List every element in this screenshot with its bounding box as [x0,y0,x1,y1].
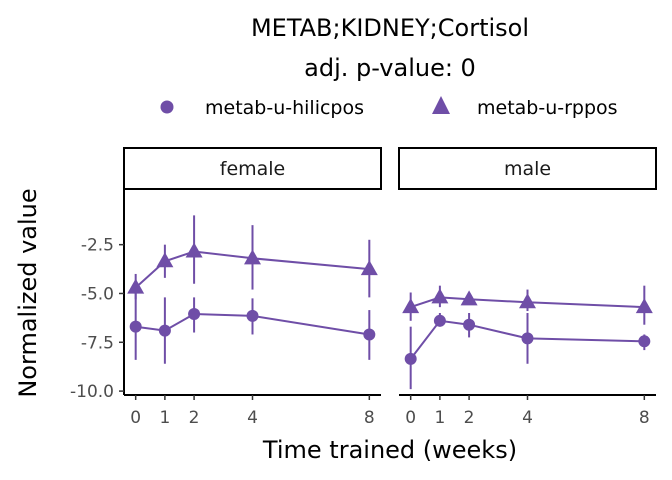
data-point [127,278,145,294]
x-tick-label: 1 [159,408,170,428]
x-tick-label: 4 [522,408,533,428]
legend-label-hilicpos: metab-u-hilicpos [205,97,364,119]
data-point [433,314,446,327]
y-tick-label: -7.5 [81,333,114,353]
y-tick-label: -5.0 [81,284,114,304]
x-tick-label: 1 [434,408,445,428]
data-point [519,293,536,309]
series-male-metab-u-hilicpos [404,313,651,390]
y-tick-label: -2.5 [81,236,114,256]
data-point [156,252,174,268]
data-point [638,335,651,348]
data-point [460,290,478,306]
x-axis-title: Time trained (weeks) [262,436,517,464]
chart-title: METAB;KIDNEY;Cortisol [251,14,529,42]
data-point [463,318,476,331]
data-point [244,249,261,265]
x-tick-label: 0 [130,408,141,428]
axes: -2.5-5.0-7.5-10.00 1 2 4 8 0 1 2 4 8 [70,190,656,428]
legend-triangle-marker [432,96,450,114]
strip-female-label: female [220,158,286,180]
data-point [363,328,376,341]
y-axis-title: Normalized value [14,188,42,397]
strip-male-label: male [504,158,551,180]
series-male-metab-u-rppos [402,285,653,325]
series-female-metab-u-hilicpos [129,293,376,364]
data-point [129,320,142,333]
x-tick-label: 8 [364,408,375,428]
x-tick-label: 0 [405,408,416,428]
facet-strips: female male [123,147,657,190]
series-female-metab-u-rppos [127,215,378,300]
data-point [404,352,417,365]
x-tick-label: 2 [464,408,475,428]
chart-subtitle: adj. p-value: 0 [304,54,476,82]
data-point [246,309,259,322]
legend: metab-u-hilicpos metab-u-rppos [160,96,618,119]
x-tick-label: 8 [639,408,650,428]
legend-circle-marker [160,100,174,114]
chart-marks [127,215,653,390]
x-tick-label: 2 [189,408,200,428]
data-point [635,298,653,314]
legend-label-rppos: metab-u-rppos [477,97,618,119]
data-point [402,298,420,314]
x-tick-label: 4 [247,408,258,428]
data-point [521,332,534,345]
data-point [360,260,378,276]
data-point [185,242,203,258]
strip-male-box [398,147,657,190]
y-tick-label: -10.0 [70,382,114,402]
data-point [158,324,171,337]
data-point [188,307,201,320]
data-point [431,288,449,304]
strip-female-box [123,147,382,190]
